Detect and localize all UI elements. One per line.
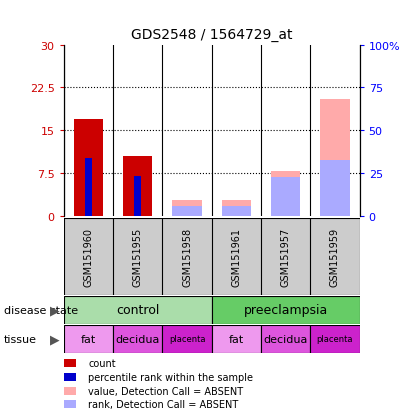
Text: GSM151960: GSM151960 bbox=[83, 228, 93, 287]
Bar bbox=[212, 219, 261, 295]
Bar bbox=[74, 120, 103, 217]
Bar bbox=[271, 171, 300, 217]
Bar bbox=[85, 159, 92, 217]
Text: fat: fat bbox=[81, 334, 96, 344]
Bar bbox=[162, 219, 212, 295]
Bar bbox=[123, 157, 152, 217]
Bar bbox=[222, 201, 251, 217]
Text: GSM151958: GSM151958 bbox=[182, 228, 192, 287]
Text: GSM151959: GSM151959 bbox=[330, 228, 340, 287]
Text: placenta: placenta bbox=[169, 335, 205, 344]
Bar bbox=[320, 100, 350, 217]
Title: GDS2548 / 1564729_at: GDS2548 / 1564729_at bbox=[131, 28, 292, 42]
Text: tissue: tissue bbox=[4, 334, 37, 344]
Bar bbox=[320, 161, 350, 217]
Text: GSM151955: GSM151955 bbox=[133, 228, 143, 287]
Bar bbox=[134, 176, 141, 217]
Text: placenta: placenta bbox=[317, 335, 353, 344]
Text: GSM151961: GSM151961 bbox=[231, 228, 241, 287]
Bar bbox=[172, 206, 202, 217]
Text: ▶: ▶ bbox=[50, 304, 60, 317]
Text: fat: fat bbox=[229, 334, 244, 344]
Bar bbox=[310, 325, 360, 353]
Text: GSM151957: GSM151957 bbox=[281, 228, 291, 287]
Text: rank, Detection Call = ABSENT: rank, Detection Call = ABSENT bbox=[88, 399, 239, 409]
Bar bbox=[113, 219, 162, 295]
Bar bbox=[310, 219, 360, 295]
Bar bbox=[64, 219, 113, 295]
Bar bbox=[212, 325, 261, 353]
Text: count: count bbox=[88, 358, 116, 368]
Text: value, Detection Call = ABSENT: value, Detection Call = ABSENT bbox=[88, 386, 243, 396]
Text: percentile rank within the sample: percentile rank within the sample bbox=[88, 372, 253, 382]
Text: decidua: decidua bbox=[115, 334, 160, 344]
Text: disease state: disease state bbox=[4, 305, 78, 315]
Text: ▶: ▶ bbox=[50, 332, 60, 346]
Bar bbox=[271, 178, 300, 217]
Text: decidua: decidua bbox=[263, 334, 308, 344]
Text: control: control bbox=[116, 304, 159, 317]
Bar bbox=[162, 325, 212, 353]
Bar bbox=[261, 219, 310, 295]
Bar bbox=[222, 206, 251, 217]
Bar bbox=[261, 325, 310, 353]
Bar bbox=[64, 296, 212, 324]
Bar bbox=[113, 325, 162, 353]
Bar bbox=[212, 296, 360, 324]
Text: preeclampsia: preeclampsia bbox=[244, 304, 328, 317]
Bar bbox=[64, 325, 113, 353]
Bar bbox=[172, 201, 202, 217]
